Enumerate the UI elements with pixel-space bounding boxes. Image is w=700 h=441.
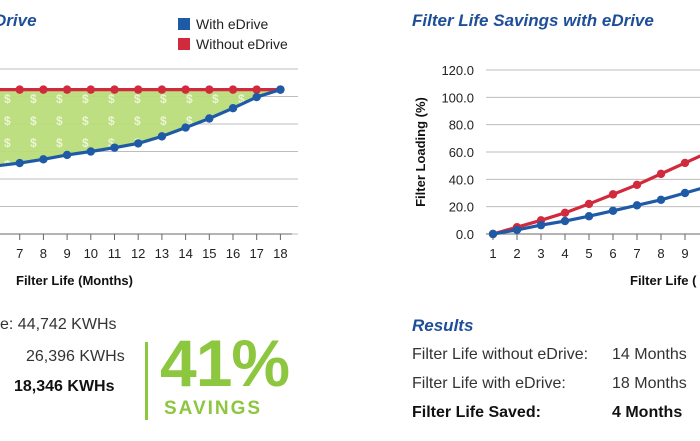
right-y-tick-label: 100.0 <box>441 90 474 105</box>
left-data-point <box>181 85 190 94</box>
right-x-tick-label: 4 <box>561 246 568 261</box>
right-x-tick-label: 1 <box>489 246 496 261</box>
left-x-tick-label: 12 <box>131 246 145 261</box>
right-data-point <box>632 180 642 189</box>
left-data-point <box>110 143 119 152</box>
left-data-point <box>157 85 167 94</box>
left-x-tick-label: 7 <box>16 246 23 261</box>
right-x-tick-label: 8 <box>657 246 664 261</box>
left-data-point <box>39 155 48 164</box>
left-data-point <box>15 158 24 168</box>
results-value-with: 18 Months <box>612 375 687 392</box>
left-x-tick-label: 15 <box>202 246 216 261</box>
left-data-point <box>62 150 72 160</box>
left-data-point <box>252 85 261 94</box>
left-data-point <box>15 85 24 94</box>
right-y-tick-label: 120.0 <box>441 63 474 78</box>
energy-row-saved: 18,346 KWHs <box>14 378 115 395</box>
results-label-with: Filter Life with eDrive: <box>412 375 566 392</box>
right-data-point <box>632 201 642 210</box>
right-y-tick-label: 60.0 <box>449 145 474 160</box>
left-data-point <box>205 114 214 123</box>
left-x-tick-label: 17 <box>249 246 263 261</box>
results-label-without: Filter Life without eDrive: <box>412 346 589 363</box>
right-data-point <box>584 199 594 209</box>
right-y-tick-label: 20.0 <box>449 200 474 215</box>
legend-swatch-with <box>178 18 190 30</box>
left-data-point <box>110 85 119 94</box>
right-data-point <box>680 158 690 168</box>
legend-label-without: Without eDrive <box>196 36 288 52</box>
legend-label-with: With eDrive <box>196 16 269 32</box>
left-data-point <box>252 92 261 102</box>
left-data-point <box>86 147 96 156</box>
energy-row-total: e: 44,742 KWHs <box>0 316 117 333</box>
right-data-point <box>584 212 594 221</box>
left-savings-area <box>0 89 281 166</box>
results-title: Results <box>412 316 474 335</box>
left-x-axis-label: Filter Life (Months) <box>16 273 133 288</box>
right-data-point <box>536 220 546 230</box>
left-data-point <box>62 85 72 94</box>
left-x-tick-label: 13 <box>155 246 169 261</box>
left-chart: Drive6789101112131415161718Filter Life (… <box>0 11 298 288</box>
right-x-tick-label: 9 <box>681 246 688 261</box>
left-x-tick-label: 8 <box>40 246 47 261</box>
right-series-line <box>492 154 700 236</box>
left-x-tick-label: 14 <box>178 246 192 261</box>
right-chart-title: Filter Life Savings with eDrive <box>412 11 654 30</box>
right-y-axis-label: Filter Loading (%) <box>413 97 428 207</box>
right-data-point <box>512 225 522 235</box>
right-x-tick-label: 3 <box>537 246 544 261</box>
right-x-tick-label: 5 <box>585 246 592 261</box>
right-y-tick-label: 0.0 <box>456 227 474 242</box>
left-x-tick-label: 11 <box>108 246 122 261</box>
right-data-point <box>680 188 690 198</box>
left-chart-title: Drive <box>0 11 37 30</box>
right-x-tick-label: 2 <box>513 246 520 261</box>
right-chart: Filter Life Savings with eDrive 0.0 20.0 40… <box>412 11 700 288</box>
right-data-point <box>560 208 570 218</box>
right-series-line <box>492 187 700 236</box>
right-x-axis-label: Filter Life ( <box>630 273 697 288</box>
right-data-point <box>656 195 666 205</box>
left-data-point <box>276 85 285 94</box>
left-data-point <box>228 103 238 113</box>
right-y-tick-label: 40.0 <box>449 172 474 187</box>
left-data-point <box>134 139 143 148</box>
left-data-point <box>205 85 214 94</box>
energy-row-edrive: 26,396 KWHs <box>26 348 125 365</box>
right-data-point <box>608 206 618 215</box>
left-data-point <box>157 132 167 141</box>
left-data-point <box>228 85 238 94</box>
savings-percent: 41% <box>160 326 290 400</box>
results-value-without: 14 Months <box>612 346 687 363</box>
savings-divider <box>145 342 148 420</box>
left-data-point <box>181 123 190 132</box>
legend-swatch-without <box>178 38 190 50</box>
savings-label: SAVINGS <box>164 398 263 419</box>
left-x-tick-label: 10 <box>84 246 98 261</box>
left-data-point <box>86 85 96 94</box>
results-value-saved: 4 Months <box>612 404 683 421</box>
left-data-point <box>39 85 48 94</box>
right-data-point <box>488 229 498 239</box>
left-x-tick-label: 18 <box>273 246 287 261</box>
left-data-point <box>134 85 143 94</box>
right-data-point <box>656 169 666 179</box>
right-x-tick-label: 6 <box>609 246 616 261</box>
left-x-tick-label: 9 <box>63 246 70 261</box>
right-y-tick-label: 80.0 <box>449 118 474 133</box>
left-x-tick-label: 16 <box>226 246 240 261</box>
right-data-point <box>560 216 570 226</box>
right-data-point <box>608 190 618 199</box>
results-label-saved: Filter Life Saved: <box>412 404 541 421</box>
right-x-tick-label: 7 <box>633 246 640 261</box>
